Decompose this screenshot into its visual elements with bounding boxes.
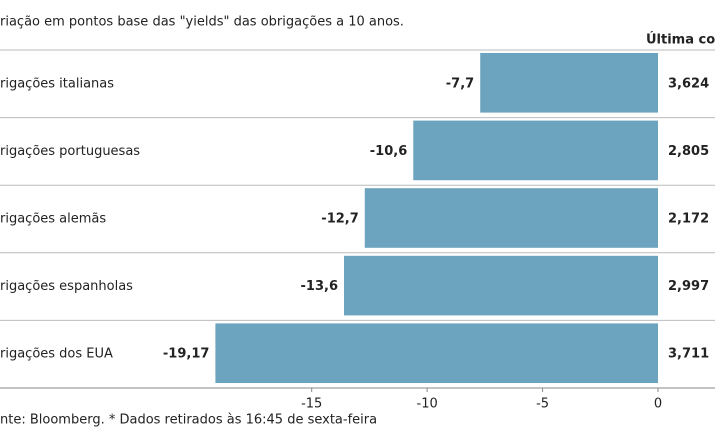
source: nte: Bloomberg. * Dados retirados às 16:… bbox=[0, 413, 377, 428]
bar bbox=[413, 120, 658, 181]
value-label: -12,7 bbox=[321, 212, 358, 227]
side-value: 3,711 bbox=[668, 347, 709, 362]
category-label: rigações italianas bbox=[0, 76, 114, 91]
side-value: 3,624 bbox=[668, 76, 709, 91]
value-label: -13,6 bbox=[301, 279, 338, 294]
value-label: -19,17 bbox=[163, 347, 210, 362]
category-label: rigações portuguesas bbox=[0, 144, 140, 159]
side-header: Última cota bbox=[646, 32, 715, 48]
x-tick-label: -15 bbox=[301, 397, 322, 412]
side-value: 2,997 bbox=[668, 279, 709, 294]
bar bbox=[215, 323, 658, 383]
value-label: -7,7 bbox=[446, 76, 474, 91]
value-label: -10,6 bbox=[370, 144, 407, 159]
bar bbox=[344, 255, 658, 316]
side-value: 2,805 bbox=[668, 144, 709, 159]
x-tick-label: -5 bbox=[536, 397, 549, 412]
bar bbox=[364, 188, 658, 248]
x-tick-label: -10 bbox=[417, 397, 438, 412]
category-label: rigações espanholas bbox=[0, 279, 133, 294]
bar bbox=[480, 53, 658, 113]
category-label: rigações dos EUA bbox=[0, 347, 113, 362]
x-tick-label: 0 bbox=[654, 397, 662, 412]
category-label: rigações alemãs bbox=[0, 212, 106, 227]
side-value: 2,172 bbox=[668, 212, 709, 227]
chart-title: riação em pontos base das "yields" das o… bbox=[0, 15, 404, 30]
